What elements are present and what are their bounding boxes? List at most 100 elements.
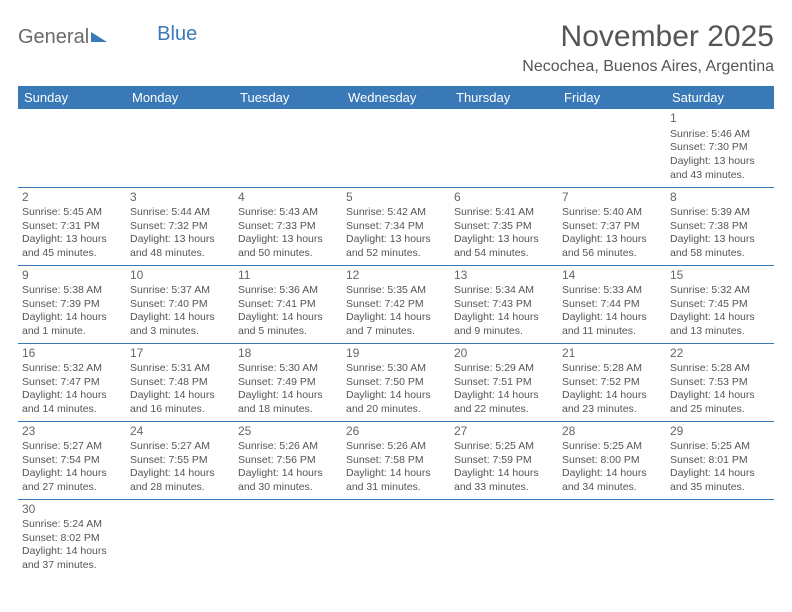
sunset-line: Sunset: 7:51 PM — [454, 376, 554, 390]
logo-text-2: Blue — [157, 23, 197, 45]
calendar-cell: 13Sunrise: 5:34 AMSunset: 7:43 PMDayligh… — [450, 265, 558, 343]
daylight-line: Daylight: 13 hours and 43 minutes. — [670, 155, 770, 182]
sunset-line: Sunset: 7:39 PM — [22, 298, 122, 312]
daylight-line: Daylight: 14 hours and 18 minutes. — [238, 389, 338, 416]
calendar-cell: 26Sunrise: 5:26 AMSunset: 7:58 PMDayligh… — [342, 421, 450, 499]
day-number: 28 — [562, 424, 662, 440]
daylight-line: Daylight: 14 hours and 3 minutes. — [130, 311, 230, 338]
sunrise-line: Sunrise: 5:26 AM — [346, 440, 446, 454]
daylight-line: Daylight: 14 hours and 27 minutes. — [22, 467, 122, 494]
sunset-line: Sunset: 8:00 PM — [562, 454, 662, 468]
day-number: 18 — [238, 346, 338, 362]
sunset-line: Sunset: 7:54 PM — [22, 454, 122, 468]
day-number: 7 — [562, 190, 662, 206]
sunset-line: Sunset: 8:02 PM — [22, 532, 122, 546]
sunrise-line: Sunrise: 5:44 AM — [130, 206, 230, 220]
daylight-line: Daylight: 14 hours and 33 minutes. — [454, 467, 554, 494]
day-number: 4 — [238, 190, 338, 206]
sunset-line: Sunset: 7:35 PM — [454, 220, 554, 234]
sunset-line: Sunset: 7:42 PM — [346, 298, 446, 312]
sunset-line: Sunset: 7:52 PM — [562, 376, 662, 390]
sunset-line: Sunset: 7:58 PM — [346, 454, 446, 468]
calendar-cell — [126, 499, 234, 577]
month-title: November 2025 — [522, 20, 774, 54]
calendar-body: 1Sunrise: 5:46 AMSunset: 7:30 PMDaylight… — [18, 109, 774, 577]
calendar-cell: 10Sunrise: 5:37 AMSunset: 7:40 PMDayligh… — [126, 265, 234, 343]
sunset-line: Sunset: 7:48 PM — [130, 376, 230, 390]
day-number: 16 — [22, 346, 122, 362]
sunrise-line: Sunrise: 5:28 AM — [670, 362, 770, 376]
sunrise-line: Sunrise: 5:40 AM — [562, 206, 662, 220]
sunset-line: Sunset: 7:44 PM — [562, 298, 662, 312]
sunset-line: Sunset: 7:55 PM — [130, 454, 230, 468]
sunrise-line: Sunrise: 5:32 AM — [670, 284, 770, 298]
day-number: 2 — [22, 190, 122, 206]
calendar-cell: 30Sunrise: 5:24 AMSunset: 8:02 PMDayligh… — [18, 499, 126, 577]
sunset-line: Sunset: 7:30 PM — [670, 141, 770, 155]
day-number: 12 — [346, 268, 446, 284]
location: Necochea, Buenos Aires, Argentina — [522, 58, 774, 76]
sunset-line: Sunset: 7:40 PM — [130, 298, 230, 312]
title-block: November 2025 Necochea, Buenos Aires, Ar… — [522, 20, 774, 76]
daylight-line: Daylight: 14 hours and 7 minutes. — [346, 311, 446, 338]
daylight-line: Daylight: 14 hours and 30 minutes. — [238, 467, 338, 494]
calendar-cell: 4Sunrise: 5:43 AMSunset: 7:33 PMDaylight… — [234, 187, 342, 265]
daylight-line: Daylight: 14 hours and 25 minutes. — [670, 389, 770, 416]
day-number: 13 — [454, 268, 554, 284]
weekday-header: Friday — [558, 86, 666, 109]
sunrise-line: Sunrise: 5:24 AM — [22, 518, 122, 532]
day-number: 22 — [670, 346, 770, 362]
calendar-cell — [342, 109, 450, 187]
calendar-cell: 14Sunrise: 5:33 AMSunset: 7:44 PMDayligh… — [558, 265, 666, 343]
calendar-cell — [126, 109, 234, 187]
day-number: 17 — [130, 346, 230, 362]
sunset-line: Sunset: 7:32 PM — [130, 220, 230, 234]
logo: General Blue — [18, 20, 197, 49]
day-number: 30 — [22, 502, 122, 518]
sunset-line: Sunset: 7:34 PM — [346, 220, 446, 234]
calendar-cell: 28Sunrise: 5:25 AMSunset: 8:00 PMDayligh… — [558, 421, 666, 499]
calendar-cell — [234, 109, 342, 187]
sunset-line: Sunset: 7:45 PM — [670, 298, 770, 312]
sunrise-line: Sunrise: 5:46 AM — [670, 128, 770, 142]
sunset-line: Sunset: 7:43 PM — [454, 298, 554, 312]
calendar-cell: 7Sunrise: 5:40 AMSunset: 7:37 PMDaylight… — [558, 187, 666, 265]
weekday-header: Monday — [126, 86, 234, 109]
calendar-cell — [18, 109, 126, 187]
daylight-line: Daylight: 13 hours and 48 minutes. — [130, 233, 230, 260]
day-number: 21 — [562, 346, 662, 362]
sunrise-line: Sunrise: 5:27 AM — [130, 440, 230, 454]
calendar-cell — [342, 499, 450, 577]
weekday-header: Thursday — [450, 86, 558, 109]
sunset-line: Sunset: 7:37 PM — [562, 220, 662, 234]
calendar-cell: 9Sunrise: 5:38 AMSunset: 7:39 PMDaylight… — [18, 265, 126, 343]
sunrise-line: Sunrise: 5:45 AM — [22, 206, 122, 220]
daylight-line: Daylight: 14 hours and 14 minutes. — [22, 389, 122, 416]
day-number: 14 — [562, 268, 662, 284]
calendar-cell: 22Sunrise: 5:28 AMSunset: 7:53 PMDayligh… — [666, 343, 774, 421]
sunset-line: Sunset: 7:53 PM — [670, 376, 770, 390]
sunset-line: Sunset: 7:56 PM — [238, 454, 338, 468]
day-number: 15 — [670, 268, 770, 284]
calendar-cell: 29Sunrise: 5:25 AMSunset: 8:01 PMDayligh… — [666, 421, 774, 499]
day-number: 24 — [130, 424, 230, 440]
weekday-header: Saturday — [666, 86, 774, 109]
sunrise-line: Sunrise: 5:27 AM — [22, 440, 122, 454]
logo-text-1: General — [18, 26, 89, 49]
calendar-cell: 2Sunrise: 5:45 AMSunset: 7:31 PMDaylight… — [18, 187, 126, 265]
weekday-header: Sunday — [18, 86, 126, 109]
sunrise-line: Sunrise: 5:25 AM — [670, 440, 770, 454]
sunrise-line: Sunrise: 5:25 AM — [454, 440, 554, 454]
sunset-line: Sunset: 7:49 PM — [238, 376, 338, 390]
day-number: 6 — [454, 190, 554, 206]
header: General Blue November 2025 Necochea, Buen… — [18, 20, 774, 76]
day-number: 10 — [130, 268, 230, 284]
daylight-line: Daylight: 13 hours and 56 minutes. — [562, 233, 662, 260]
day-number: 9 — [22, 268, 122, 284]
sunrise-line: Sunrise: 5:39 AM — [670, 206, 770, 220]
calendar-cell: 23Sunrise: 5:27 AMSunset: 7:54 PMDayligh… — [18, 421, 126, 499]
weekday-header: Wednesday — [342, 86, 450, 109]
calendar-cell — [450, 499, 558, 577]
daylight-line: Daylight: 14 hours and 34 minutes. — [562, 467, 662, 494]
sunset-line: Sunset: 7:38 PM — [670, 220, 770, 234]
